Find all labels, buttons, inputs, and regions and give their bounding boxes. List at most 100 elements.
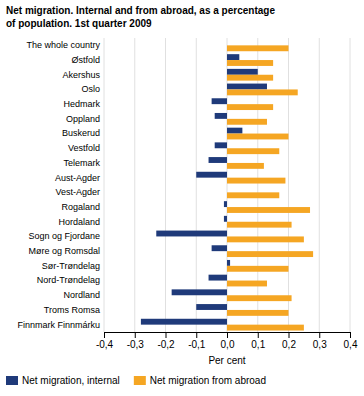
y-tick: Aust-Agder bbox=[55, 173, 104, 183]
bar bbox=[227, 186, 228, 192]
legend-label: Net migration, internal bbox=[22, 375, 120, 386]
y-tick: Vest-Agder bbox=[55, 187, 104, 197]
x-tick-label: 0,4 bbox=[344, 339, 358, 350]
x-tick-mark bbox=[166, 332, 167, 338]
x-tick: 0,4 bbox=[344, 332, 358, 350]
x-tick-mark bbox=[258, 332, 259, 338]
x-tick-label: -0,2 bbox=[157, 339, 175, 350]
y-tick-label: Vestfold bbox=[68, 143, 100, 153]
legend-swatch bbox=[134, 376, 146, 385]
x-tick-label: 0,0 bbox=[221, 339, 235, 350]
x-axis-title: Per cent bbox=[208, 355, 245, 366]
legend-item: Net migration, internal bbox=[6, 375, 120, 386]
y-tick: Rogaland bbox=[61, 202, 104, 212]
legend-item: Net migration from abroad bbox=[134, 375, 266, 386]
y-tick-label: Telemark bbox=[63, 158, 100, 168]
y-tick-label: Akershus bbox=[62, 70, 100, 80]
y-tick: Nord-Trøndelag bbox=[37, 275, 104, 285]
x-tick: 0,1 bbox=[251, 332, 265, 350]
y-tick-label: Hedmark bbox=[63, 99, 100, 109]
grid-line bbox=[104, 38, 105, 332]
bar bbox=[227, 163, 264, 169]
x-axis-line bbox=[105, 333, 351, 339]
x-tick: 0,0 bbox=[221, 332, 235, 350]
bar bbox=[227, 134, 289, 140]
grid-line bbox=[257, 38, 258, 332]
bar bbox=[227, 148, 279, 154]
x-tick-mark bbox=[196, 332, 197, 338]
bar bbox=[227, 207, 310, 213]
bar bbox=[172, 289, 227, 295]
y-tick: Hedmark bbox=[63, 99, 104, 109]
y-tick-label: Møre og Romsdal bbox=[28, 246, 100, 256]
grid-line bbox=[319, 38, 320, 332]
legend: Net migration, internal Net migration fro… bbox=[6, 375, 266, 386]
bar bbox=[212, 98, 227, 104]
y-tick-label: Oppland bbox=[66, 114, 100, 124]
y-tick-label: Hordaland bbox=[58, 217, 100, 227]
bar bbox=[227, 69, 258, 75]
bar bbox=[227, 119, 267, 125]
bar bbox=[212, 245, 227, 251]
grid-line bbox=[134, 38, 135, 332]
bar bbox=[209, 275, 227, 281]
y-tick: Oslo bbox=[81, 84, 104, 94]
bar bbox=[227, 178, 285, 184]
grid-line bbox=[196, 38, 197, 332]
bar bbox=[224, 216, 227, 222]
x-tick: -0,3 bbox=[127, 332, 145, 350]
y-tick: The whole country bbox=[26, 40, 104, 50]
y-tick: Akershus bbox=[62, 70, 104, 80]
y-tick: Finnmark Finnmárku bbox=[17, 320, 104, 330]
y-tick-label: The whole country bbox=[26, 40, 100, 50]
bar bbox=[215, 113, 227, 119]
bar bbox=[227, 222, 292, 228]
x-tick-label: -0,3 bbox=[127, 339, 145, 350]
y-tick: Oppland bbox=[66, 114, 104, 124]
x-tick-mark bbox=[104, 332, 105, 338]
grid-line bbox=[350, 38, 351, 332]
x-tick: 0,2 bbox=[282, 332, 296, 350]
y-tick-label: Aust-Agder bbox=[55, 173, 100, 183]
x-tick-label: -0,1 bbox=[188, 339, 206, 350]
x-tick-mark bbox=[135, 332, 136, 338]
grid-line bbox=[288, 38, 289, 332]
x-tick: -0,4 bbox=[96, 332, 114, 350]
bar bbox=[227, 260, 230, 266]
bar bbox=[227, 325, 304, 331]
bar bbox=[227, 295, 292, 301]
x-tick-label: 0,3 bbox=[313, 339, 327, 350]
x-tick: -0,1 bbox=[188, 332, 206, 350]
y-tick: Østfold bbox=[71, 55, 104, 65]
x-tick-label: -0,4 bbox=[96, 339, 114, 350]
y-tick: Buskerud bbox=[62, 128, 104, 138]
bar bbox=[224, 201, 227, 207]
y-tick-label: Finnmark Finnmárku bbox=[17, 320, 100, 330]
bar bbox=[227, 54, 239, 60]
x-axis: -0,4 -0,3 -0,2 -0,1 0,0 0,1 0,2 0,3 0,4 bbox=[96, 332, 358, 350]
legend-swatch bbox=[6, 376, 18, 385]
bar bbox=[227, 39, 228, 45]
bar bbox=[227, 251, 313, 257]
y-tick-label: Buskerud bbox=[62, 128, 100, 138]
x-tick-mark bbox=[289, 332, 290, 338]
bar bbox=[227, 192, 279, 198]
x-tick-mark bbox=[319, 332, 320, 338]
bar bbox=[215, 142, 227, 148]
bar bbox=[227, 310, 289, 316]
x-tick-mark bbox=[350, 332, 351, 338]
subtitle: of population. 1st quarter 2009 bbox=[6, 18, 152, 29]
grid bbox=[104, 38, 350, 332]
bar bbox=[209, 157, 227, 163]
y-tick: Nordland bbox=[63, 290, 104, 300]
bar bbox=[196, 172, 227, 178]
x-tick: -0,2 bbox=[157, 332, 175, 350]
x-tick: 0,3 bbox=[313, 332, 327, 350]
x-tick-label: 0,2 bbox=[282, 339, 296, 350]
bar bbox=[227, 104, 273, 110]
bar bbox=[141, 319, 227, 325]
bar bbox=[227, 236, 304, 242]
bar bbox=[227, 45, 289, 51]
x-tick-mark bbox=[227, 332, 228, 338]
y-tick: Møre og Romsdal bbox=[28, 246, 104, 256]
